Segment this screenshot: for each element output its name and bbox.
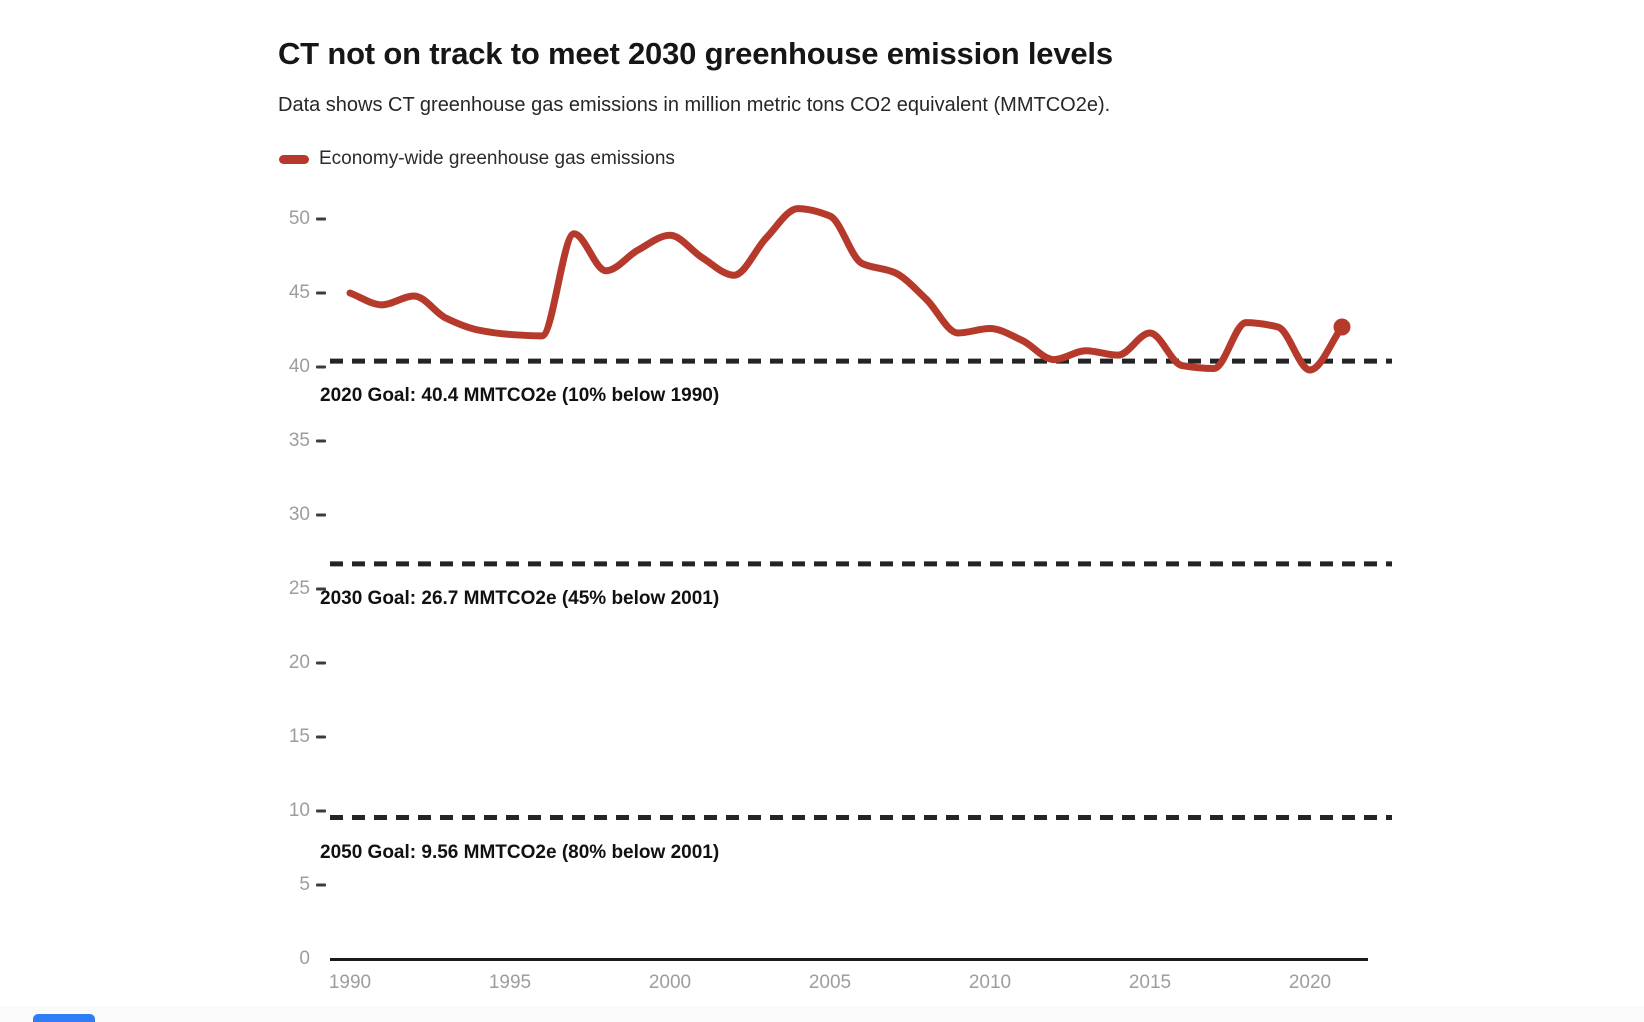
x-axis-tick-label: 2010: [968, 972, 1012, 993]
background-window-edge: [33, 1014, 95, 1022]
legend-line-swatch: [279, 154, 309, 164]
x-axis-tick-label: 1995: [488, 972, 532, 993]
legend: Economy-wide greenhouse gas emissions: [279, 148, 675, 170]
y-axis-tick-mark: [316, 513, 326, 517]
y-axis-tick-label: 30: [288, 504, 310, 525]
y-axis-tick-label: 40: [288, 356, 310, 377]
x-axis-tick-label: 1990: [328, 972, 372, 993]
x-axis-tick-label: 2000: [648, 972, 692, 993]
y-axis-tick-label: 45: [288, 282, 310, 303]
y-axis-tick-mark: [316, 291, 326, 295]
chart-title: CT not on track to meet 2030 greenhouse …: [278, 36, 1113, 71]
legend-label: Economy-wide greenhouse gas emissions: [319, 148, 675, 169]
y-axis-tick-mark: [316, 439, 326, 443]
y-axis-tick-label: 20: [288, 652, 310, 673]
goal-line-label: 2020 Goal: 40.4 MMTCO2e (10% below 1990): [320, 385, 720, 407]
y-axis-tick-label: 5: [299, 874, 310, 895]
y-axis-tick-mark: [316, 365, 326, 369]
goal-line-label: 2050 Goal: 9.56 MMTCO2e (80% below 2001): [320, 841, 720, 863]
y-axis-tick-label: 15: [288, 726, 310, 747]
chart-subtitle: Data shows CT greenhouse gas emissions i…: [278, 94, 1111, 116]
y-axis-tick-mark: [316, 217, 326, 221]
y-axis-tick-mark: [316, 661, 326, 665]
x-axis-tick-label: 2005: [808, 972, 852, 993]
y-axis-tick-mark: [316, 587, 326, 591]
y-axis-tick-mark: [316, 809, 326, 813]
y-axis-tick-label: 10: [288, 800, 310, 821]
x-axis-line: [330, 958, 1368, 961]
y-axis-tick-label: 0: [299, 948, 310, 969]
y-axis-tick-mark: [316, 883, 326, 887]
x-axis-tick-label: 2015: [1128, 972, 1172, 993]
y-axis-tick-mark: [316, 735, 326, 739]
x-axis-tick-label: 2020: [1288, 972, 1332, 993]
latest-value-dot: [1333, 318, 1351, 336]
goal-line-label: 2030 Goal: 26.7 MMTCO2e (45% below 2001): [320, 587, 720, 609]
page-bottom-band: [0, 1006, 1644, 1022]
y-axis-tick-label: 35: [288, 430, 310, 451]
emissions-line: [346, 205, 1346, 374]
y-axis-tick-label: 50: [288, 208, 310, 229]
y-axis-tick-label: 25: [288, 578, 310, 599]
